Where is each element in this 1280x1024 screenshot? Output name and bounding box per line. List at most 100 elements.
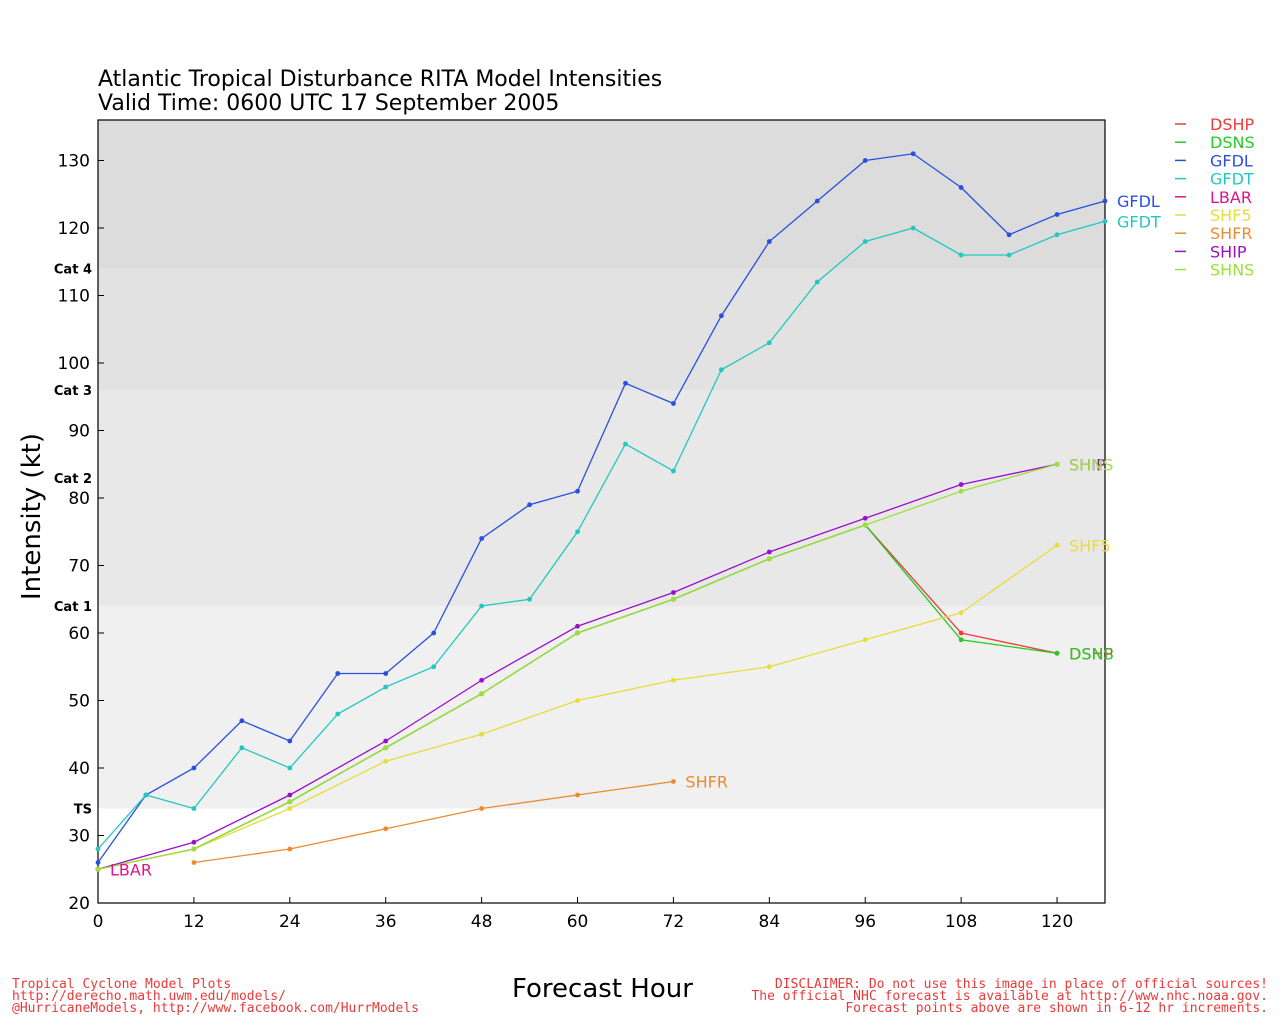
- y-tick-label: 120: [58, 219, 90, 239]
- data-point-gfdt: [671, 468, 676, 474]
- footer-right-line-3: Forecast points above are shown in 6-12 …: [845, 1001, 1268, 1016]
- data-point-gfdt: [239, 745, 245, 751]
- end-label-dsns: DSNS: [1069, 644, 1114, 663]
- y-tick-label: 90: [68, 422, 90, 442]
- footer-left-line-1: Tropical Cyclone Model Plots: [12, 977, 231, 992]
- data-point-gfdl: [335, 671, 341, 676]
- category-label: Cat 3: [54, 384, 92, 399]
- data-point-gfdl: [671, 401, 676, 406]
- series-shfr: [191, 779, 676, 865]
- data-point-shf5: [575, 698, 580, 703]
- data-point-shns: [383, 745, 389, 751]
- end-label-shfr: SHFR: [685, 773, 728, 792]
- data-point-dsns: [1054, 650, 1060, 656]
- band-cat-4: [98, 120, 1105, 269]
- x-tick-label: 84: [759, 912, 781, 932]
- data-point-shfr: [479, 806, 485, 811]
- footer-left-line-3: @HurricaneModels, http://www.facebook.co…: [12, 1001, 419, 1016]
- y-tick-label: 130: [58, 152, 90, 172]
- y-tick-label: 80: [68, 489, 90, 509]
- legend-item-shf5: SHF5: [1210, 206, 1252, 225]
- footer-left: Tropical Cyclone Model Plots http://dere…: [12, 977, 419, 1016]
- end-label-ship: SHIP: [1069, 455, 1106, 474]
- x-axis-ticks: 0 12 24 36 48 60 72 84 96 108 120: [93, 897, 1073, 932]
- legend-item-dsns: DSNS: [1210, 133, 1255, 152]
- data-point-gfdt: [575, 529, 580, 535]
- data-point-gfdl: [95, 860, 101, 865]
- band-cat-3: [98, 268, 1105, 390]
- footer-right-line-2: The official NHC forecast is available a…: [751, 989, 1268, 1004]
- data-point-ship: [958, 482, 964, 487]
- data-point-gfdt: [718, 367, 724, 373]
- y-tick-label: 110: [58, 287, 90, 307]
- category-label: Cat 4: [54, 263, 92, 278]
- legend-item-lbar: LBAR: [1210, 188, 1252, 207]
- data-point-gfdt: [958, 252, 964, 258]
- data-point-gfdl: [1102, 198, 1108, 204]
- legend-item-dshp: DSHP: [1210, 115, 1255, 134]
- data-point-gfdl: [575, 488, 580, 494]
- data-point-gfdl: [527, 502, 532, 508]
- data-point-gfdt: [1102, 218, 1108, 224]
- data-point-gfdl: [1006, 232, 1012, 238]
- category-label: Cat 1: [54, 600, 92, 615]
- data-point-gfdt: [862, 239, 868, 244]
- data-point-ship: [862, 515, 868, 521]
- data-point-gfdt: [287, 765, 293, 771]
- data-point-gfdt: [431, 664, 437, 670]
- series-shns: [95, 461, 1060, 872]
- data-point-gfdt: [910, 225, 916, 231]
- data-point-gfdl: [239, 718, 245, 724]
- band-ts: [98, 606, 1105, 809]
- data-point-shf5: [671, 677, 676, 683]
- y-tick-label: 50: [68, 692, 90, 712]
- y-tick-label: 20: [68, 894, 90, 914]
- end-label-shf5: SHF5: [1069, 536, 1111, 555]
- y-tick-label: 30: [68, 827, 90, 847]
- data-point-gfdt: [335, 711, 341, 717]
- data-point-gfdt: [766, 340, 772, 346]
- data-point-gfdl: [287, 738, 293, 744]
- end-label-gfdt: GFDT: [1117, 212, 1161, 231]
- series-line-gfdt: [97, 220, 1106, 850]
- x-tick-label: 24: [279, 912, 301, 932]
- end-label-dshp: DSHP: [1069, 644, 1114, 663]
- data-point-shf5: [862, 637, 868, 643]
- data-point-gfdt: [527, 596, 532, 602]
- data-point-shns: [287, 799, 293, 805]
- x-tick-label: 72: [663, 912, 685, 932]
- data-point-gfdl: [814, 198, 820, 204]
- data-point-gfdl: [431, 630, 437, 636]
- data-point-gfdt: [1054, 232, 1060, 238]
- data-point-gfdl: [383, 671, 389, 676]
- x-tick-label: 12: [183, 912, 205, 932]
- series-lines: [95, 151, 1108, 872]
- y-tick-label: 100: [58, 354, 90, 374]
- data-point-ship: [191, 839, 197, 845]
- data-point-shns: [479, 691, 485, 697]
- data-point-dsns: [958, 637, 964, 643]
- data-point-gfdl: [191, 765, 197, 771]
- end-label-gfdl: GFDL: [1117, 192, 1160, 211]
- footer-left-line-2: http://derecho.math.uwm.edu/models/: [12, 989, 286, 1004]
- series-gfdl: [95, 151, 1108, 865]
- data-point-shfr: [575, 792, 580, 798]
- category-labels: TS Cat 1 Cat 2 Cat 3 Cat 4: [54, 263, 92, 818]
- data-point-gfdl: [623, 380, 628, 386]
- series-ship: [95, 461, 1060, 872]
- data-point-shf5: [766, 664, 772, 670]
- x-tick-label: 60: [567, 912, 589, 932]
- data-point-shns: [862, 522, 868, 528]
- data-point-gfdl: [718, 313, 724, 319]
- data-point-shf5: [383, 758, 389, 764]
- data-point-shfr: [671, 779, 676, 784]
- x-tick-label: 36: [375, 912, 397, 932]
- data-point-gfdt: [383, 684, 389, 690]
- data-point-shns: [958, 488, 964, 494]
- chart-subtitle: Valid Time: 0600 UTC 17 September 2005: [98, 91, 559, 116]
- footer-right-line-1: DISCLAIMER: Do not use this image in pla…: [775, 977, 1268, 992]
- legend-item-gfdl: GFDL: [1210, 151, 1253, 170]
- x-tick-label: 108: [945, 912, 977, 932]
